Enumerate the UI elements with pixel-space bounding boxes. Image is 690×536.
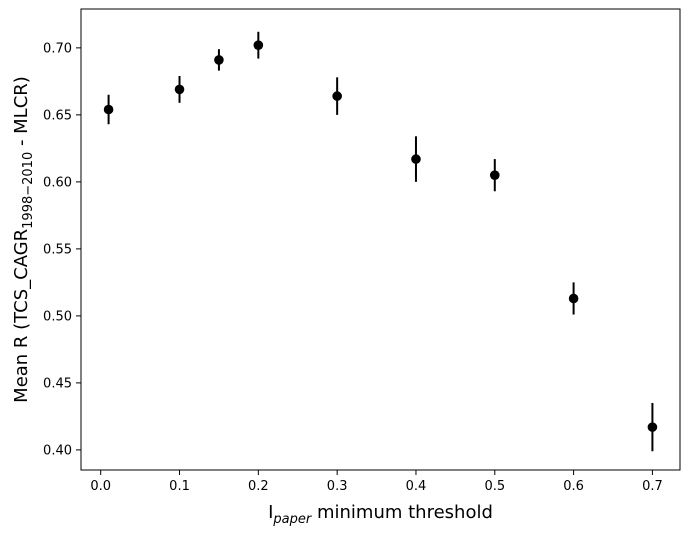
data-point <box>214 55 224 65</box>
data-point <box>489 170 500 180</box>
y-tick-label: 0.65 <box>43 108 72 123</box>
x-tick-label: 0.7 <box>642 479 663 494</box>
x-axis-label: Ipaper minimum threshold <box>268 502 493 527</box>
y-tick-label: 0.40 <box>43 443 72 458</box>
x-tick-label: 0.0 <box>90 479 111 494</box>
x-tick-label: 0.4 <box>406 479 427 494</box>
x-axis-ticks: 0.0 0.1 0.2 0.3 0.4 0.5 0.6 0.7 <box>90 470 663 494</box>
y-axis-label: Mean R (TCS_CAGR1998−2010 - MLCR) <box>11 76 36 403</box>
x-axis-label-rest: minimum threshold <box>311 502 493 523</box>
y-axis-label-rest: - MLCR) <box>11 76 32 152</box>
y-axis-label-subscript: 1998−2010 <box>21 152 36 229</box>
data-point <box>253 40 264 50</box>
y-tick-label: 0.70 <box>43 41 72 56</box>
x-tick-label: 0.2 <box>248 479 269 494</box>
x-tick-label: 0.5 <box>484 479 505 494</box>
y-tick-label: 0.60 <box>43 175 72 190</box>
plot-frame <box>80 8 681 471</box>
data-point <box>647 422 658 432</box>
y-tick-label: 0.55 <box>43 242 72 257</box>
x-axis-label-subscript: paper <box>272 512 312 527</box>
data-markers <box>103 40 658 432</box>
data-point <box>332 91 342 101</box>
data-point <box>174 84 185 95</box>
y-tick-label: 0.50 <box>43 309 72 324</box>
y-axis-label-main: Mean R (TCS_CAGR <box>11 229 32 403</box>
y-tick-label: 0.45 <box>43 376 72 391</box>
data-point <box>568 293 579 304</box>
x-axis-label-main: I <box>268 502 273 523</box>
x-tick-label: 0.3 <box>327 479 348 494</box>
x-tick-label: 0.1 <box>169 479 190 494</box>
data-point <box>103 104 114 115</box>
data-point <box>411 154 421 164</box>
y-axis-ticks: 0.40 0.45 0.50 0.55 0.60 0.65 0.70 <box>43 41 81 458</box>
x-tick-label: 0.6 <box>563 479 584 494</box>
